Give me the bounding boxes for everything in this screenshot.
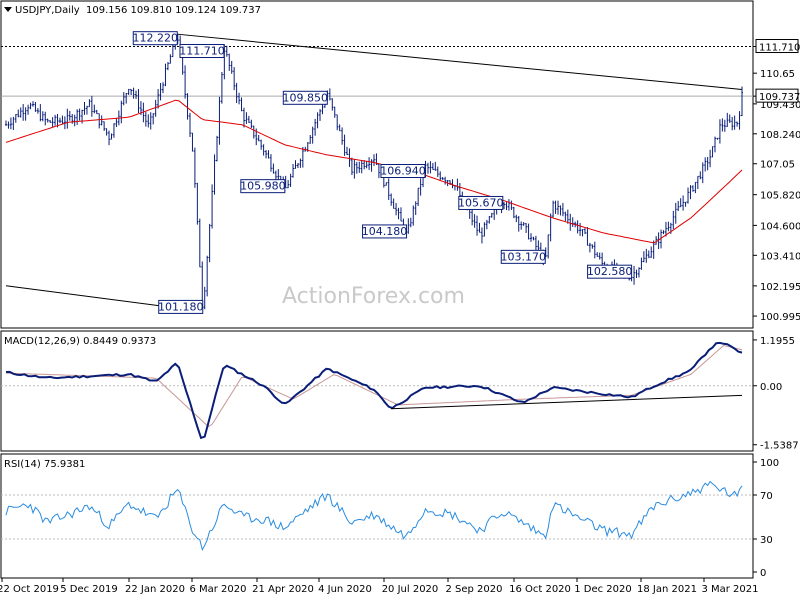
annotation-label: 104.180 [362, 225, 408, 238]
rsi-panel [0, 453, 754, 579]
rsi-line [5, 480, 743, 552]
macd-panel [0, 330, 754, 452]
price-tick-label: 100.995 [760, 312, 800, 323]
current-price-label: 109.737 [759, 92, 800, 103]
x-tick-label: 22 Oct 2019 [0, 584, 59, 595]
macd-title: MACD(12,26,9) 0.8449 0.9373 [4, 336, 156, 347]
annotation-box [282, 90, 328, 105]
price-tick-label: 109.430 [760, 100, 800, 111]
x-tick-label: 2 Sep 2020 [445, 584, 502, 595]
price-tick-label: 102.195 [760, 282, 800, 293]
x-tick-label: 20 Jul 2020 [382, 584, 439, 595]
price-tick-label: 103.410 [760, 251, 800, 262]
rsi-tick-label: 70 [760, 491, 773, 502]
annotation-box [158, 299, 204, 314]
x-tick-label: 4 Jun 2020 [318, 584, 372, 595]
price-tick-label: 105.820 [760, 191, 800, 202]
current-price-box [755, 88, 799, 103]
price-tick-label: 108.240 [760, 130, 800, 141]
macd-trendline [390, 394, 743, 410]
rsi-tick-label: 0 [760, 568, 766, 579]
annotation-box [240, 179, 286, 194]
ohlc-values: 109.156 109.810 109.124 109.737 [86, 5, 261, 16]
trendline [177, 33, 743, 91]
x-tick-label: 1 Dec 2020 [574, 584, 632, 595]
rsi-title: RSI(14) 75.9381 [4, 459, 85, 470]
macd-line [5, 341, 743, 440]
annotation-label: 103.170 [501, 250, 547, 263]
moving-average-line [5, 99, 743, 244]
price-tick-label: 110.65 [760, 69, 795, 80]
annotation-box [362, 224, 408, 239]
annotation-box [179, 44, 225, 59]
price-tick-label: 104.600 [760, 221, 800, 232]
rsi-tick-label: 30 [760, 535, 773, 546]
annotation-label: 106.940 [380, 165, 426, 178]
watermark: ActionForex.com [282, 284, 465, 309]
annotation-label: 112.220 [133, 32, 179, 45]
annotation-box [380, 164, 426, 179]
x-tick-label: 22 Jan 2020 [125, 584, 185, 595]
annotation-label: 102.580 [587, 265, 633, 278]
symbol-label: USDJPY,Daily [15, 5, 80, 16]
annotation-box [587, 264, 633, 279]
annotation-box [132, 31, 178, 46]
x-tick-label: 18 Jan 2021 [637, 584, 697, 595]
x-tick-label: 21 Apr 2020 [252, 584, 314, 595]
price-tick-label: 107.05 [760, 160, 795, 171]
rsi-tick-label: 100 [760, 458, 779, 469]
dropdown-icon[interactable] [4, 7, 12, 12]
annotation-label: 111.710 [179, 45, 225, 58]
annotation-box [458, 195, 504, 210]
macd-tick-label: 1.1955 [760, 336, 795, 347]
price-panel [0, 0, 754, 329]
annotation-label: 105.670 [458, 196, 504, 209]
annotation-box [500, 249, 546, 264]
annotation-label: 101.180 [158, 300, 204, 313]
macd-tick-label: 0.00 [760, 382, 782, 393]
x-tick-label: 16 Oct 2020 [509, 584, 571, 595]
level-box [755, 39, 799, 54]
x-tick-label: 6 Mar 2020 [189, 584, 246, 595]
x-tick-label: 5 Dec 2019 [60, 584, 118, 595]
annotation-label: 105.980 [240, 180, 286, 193]
x-tick-label: 3 Mar 2021 [701, 584, 758, 595]
annotation-label: 109.850 [283, 91, 329, 104]
macd-tick-label: -1.5387 [760, 441, 799, 452]
level-label: 111.710 [759, 43, 800, 54]
